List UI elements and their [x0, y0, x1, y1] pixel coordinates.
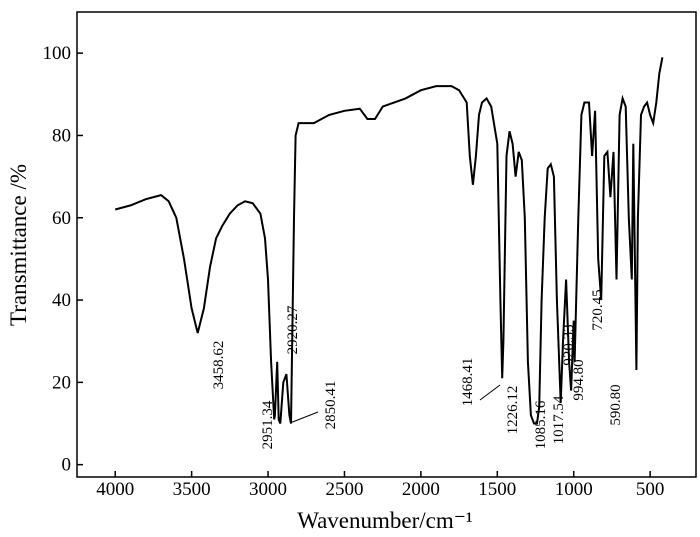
- peak-annotation: 2920.27: [285, 305, 301, 354]
- peak-annotation: 1226.12: [505, 386, 521, 435]
- y-tick-label: 0: [62, 455, 72, 476]
- y-axis-label: Transmittance /%: [6, 164, 31, 326]
- x-tick-label: 3500: [173, 479, 211, 500]
- peak-annotation: 1017.54: [551, 395, 567, 444]
- peak-annotation: 590.80: [608, 384, 624, 425]
- peak-annotation: 2951.34: [260, 400, 276, 449]
- y-tick-label: 20: [52, 372, 71, 393]
- peak-annotation: 1085.16: [533, 400, 549, 449]
- x-tick-label: 1000: [555, 479, 593, 500]
- x-tick-label: 4000: [96, 479, 134, 500]
- x-tick-label: 3000: [249, 479, 287, 500]
- plot-frame: [76, 11, 697, 478]
- x-tick-label: 1500: [478, 479, 516, 500]
- peak-annotation: 720.45: [590, 289, 606, 330]
- leader-line: [289, 411, 319, 424]
- x-tick-label: 500: [636, 479, 665, 500]
- x-axis-label: Wavenumber/cm⁻¹: [297, 508, 473, 533]
- y-tick-label: 80: [52, 125, 71, 146]
- peak-annotation: 994.80: [571, 359, 587, 400]
- spectrum-line: [114, 57, 664, 425]
- peak-annotation: 1468.41: [460, 358, 476, 407]
- peak-annotation: 920.33: [561, 324, 577, 365]
- peak-annotation: 3458.62: [211, 341, 227, 390]
- y-tick-label: 60: [52, 208, 71, 229]
- y-tick-label: 40: [52, 290, 71, 311]
- x-tick-label: 2000: [402, 479, 440, 500]
- leader-line: [479, 384, 501, 401]
- y-tick-label: 100: [43, 43, 72, 64]
- x-tick-label: 2500: [325, 479, 363, 500]
- peak-annotation: 2850.41: [323, 381, 339, 430]
